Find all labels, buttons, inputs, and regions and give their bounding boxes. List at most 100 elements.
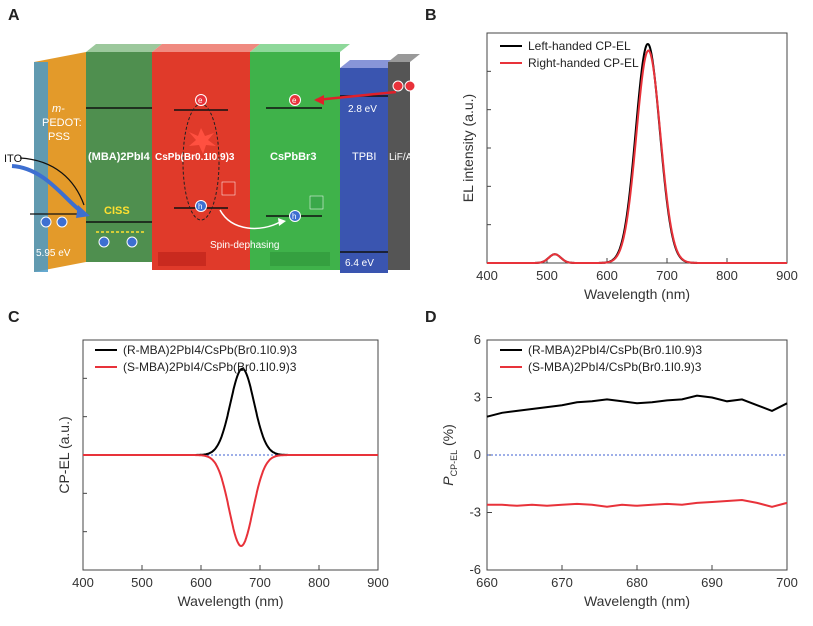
pedot-label-1: m- <box>52 103 65 115</box>
hole-red <box>195 200 207 212</box>
cspb-mixed-label: CsPb(Br0.1I0.9)3 <box>155 152 235 163</box>
series-line-d-0 <box>486 394 788 418</box>
y-tick-label-d: -6 <box>469 562 481 577</box>
panel-label-c: C <box>8 309 20 326</box>
legend-label-d-1: (S-MBA)2PbI4/CsPb(Br0.1I0.9)3 <box>528 360 702 374</box>
hole-injection-arrowhead <box>76 205 90 218</box>
spin-dephasing-arrowhead <box>278 218 286 226</box>
electron-injection-arrowhead <box>314 95 324 105</box>
panel-label-a: A <box>8 7 20 24</box>
lif-top <box>388 54 420 62</box>
hole-mba-2 <box>126 236 138 248</box>
series-line-c-0 <box>83 367 378 456</box>
electron-lif-2 <box>404 80 416 92</box>
chart-d: 660 670 680 690 700 -6 -3 0 3 6 Wavelength (nm) PCP… <box>440 332 798 609</box>
x-tick-label-d: 680 <box>626 575 648 590</box>
y-axis-label-d: PCP-EL (%) <box>440 424 459 486</box>
x-tick-label-b: 800 <box>716 268 738 283</box>
x-tick-label-d: 690 <box>701 575 723 590</box>
series-line-b-0 <box>487 42 787 264</box>
hole-mba-1 <box>98 236 110 248</box>
legend-label-c-1: (S-MBA)2PbI4/CsPb(Br0.1I0.9)3 <box>123 360 297 374</box>
panel-label-d: D <box>425 309 437 326</box>
x-axis-label-d: Wavelength (nm) <box>584 593 690 609</box>
ciss-label: CISS <box>104 205 130 217</box>
x-tick-label-b: 900 <box>776 268 798 283</box>
tpbi-top <box>340 60 398 68</box>
y-axis-label-unit: (%) <box>440 424 456 450</box>
series-line-b-1 <box>487 49 787 264</box>
y-axis-label-c: CP-EL (a.u.) <box>56 416 72 493</box>
x-tick-label-c: 900 <box>367 575 389 590</box>
hole-pedot-1 <box>40 216 52 228</box>
hole-red-label: h <box>198 202 202 211</box>
y-axis-label-sub: CP-EL <box>449 450 459 477</box>
electron-lif-1 <box>392 80 404 92</box>
y-tick-label-d: 3 <box>474 390 481 405</box>
mba-top <box>86 44 162 52</box>
series-line-c-1 <box>83 454 378 548</box>
green-top <box>250 44 350 52</box>
emission-burst-icon <box>189 128 216 154</box>
series-line-d-1 <box>487 498 788 508</box>
ito-face <box>34 62 48 272</box>
y-tick-label-d: 6 <box>474 332 481 347</box>
chart-c: 400 500 600 700 800 900 Wavelength (nm) CP-EL (… <box>56 339 389 609</box>
tpbi-layer <box>340 68 388 273</box>
lif-label: LiF/Al <box>389 152 415 163</box>
electron-green-label: e <box>292 96 297 105</box>
carrier-symbols: e e h h <box>40 80 416 248</box>
red-cube-icon <box>221 181 236 196</box>
x-tick-label-c: 400 <box>72 575 94 590</box>
device-diagram: ITO m- PEDOT: PSS (MBA)2PbI4 CsPb(Br0.1I… <box>4 44 420 273</box>
spin-dephasing-label: Spin-dephasing <box>210 240 280 251</box>
green-perovskite-layer <box>250 52 340 270</box>
red-cube-row <box>158 252 206 266</box>
x-tick-label-b: 400 <box>476 268 498 283</box>
x-tick-label-b: 700 <box>656 268 678 283</box>
x-tick-label-b: 600 <box>596 268 618 283</box>
lif-layer <box>388 62 410 270</box>
mba-layer <box>86 52 152 262</box>
red-top <box>152 44 260 52</box>
y-tick-label-d: 0 <box>474 447 481 462</box>
y-axis-label-b: EL intensity (a.u.) <box>460 94 476 202</box>
pedot-label-3: PSS <box>48 131 70 143</box>
chart-b: 400 500 600 700 800 900 Wavelength (nm) EL inte… <box>460 32 798 302</box>
x-tick-label-b: 500 <box>536 268 558 283</box>
legend-label-c-0: (R-MBA)2PbI4/CsPb(Br0.1I0.9)3 <box>123 343 297 357</box>
x-axis-label-b: Wavelength (nm) <box>584 286 690 302</box>
green-cube-icon <box>309 195 324 210</box>
legend-label-b-1: Right-handed CP-EL <box>528 56 639 70</box>
ito-label: ITO <box>4 153 23 165</box>
x-tick-label-d: 660 <box>476 575 498 590</box>
x-tick-label-c: 600 <box>190 575 212 590</box>
y-axis-label-main: P <box>440 476 456 486</box>
hole-injection-arrow <box>11 164 84 214</box>
energy-top-label: 2.8 eV <box>348 104 377 115</box>
green-cube-row <box>270 252 330 266</box>
ito-band-curve <box>19 157 85 206</box>
spin-dephasing-arrow <box>219 209 281 230</box>
electron-red-label: e <box>198 96 203 105</box>
hole-green-label: h <box>292 212 296 221</box>
x-tick-label-c: 500 <box>131 575 153 590</box>
red-perovskite-layer <box>152 52 250 270</box>
mba-label: (MBA)2PbI4 <box>88 151 151 163</box>
hole-green <box>289 210 301 222</box>
legend-label-d-0: (R-MBA)2PbI4/CsPb(Br0.1I0.9)3 <box>528 343 702 357</box>
tpbi-label: TPBI <box>352 151 376 163</box>
panel-label-b: B <box>425 7 437 24</box>
legend-label-b-0: Left-handed CP-EL <box>528 39 631 53</box>
hole-pedot-2 <box>56 216 68 228</box>
x-tick-label-c: 700 <box>249 575 271 590</box>
pedot-label-2: PEDOT: <box>42 117 82 129</box>
x-tick-label-d: 670 <box>551 575 573 590</box>
electron-green <box>289 94 301 106</box>
energy-right-label: 6.4 eV <box>345 258 374 269</box>
electron-red <box>195 94 207 106</box>
cspbbr3-label: CsPbBr3 <box>270 151 316 163</box>
x-axis-label-c: Wavelength (nm) <box>177 593 283 609</box>
y-tick-label-d: -3 <box>469 505 481 520</box>
